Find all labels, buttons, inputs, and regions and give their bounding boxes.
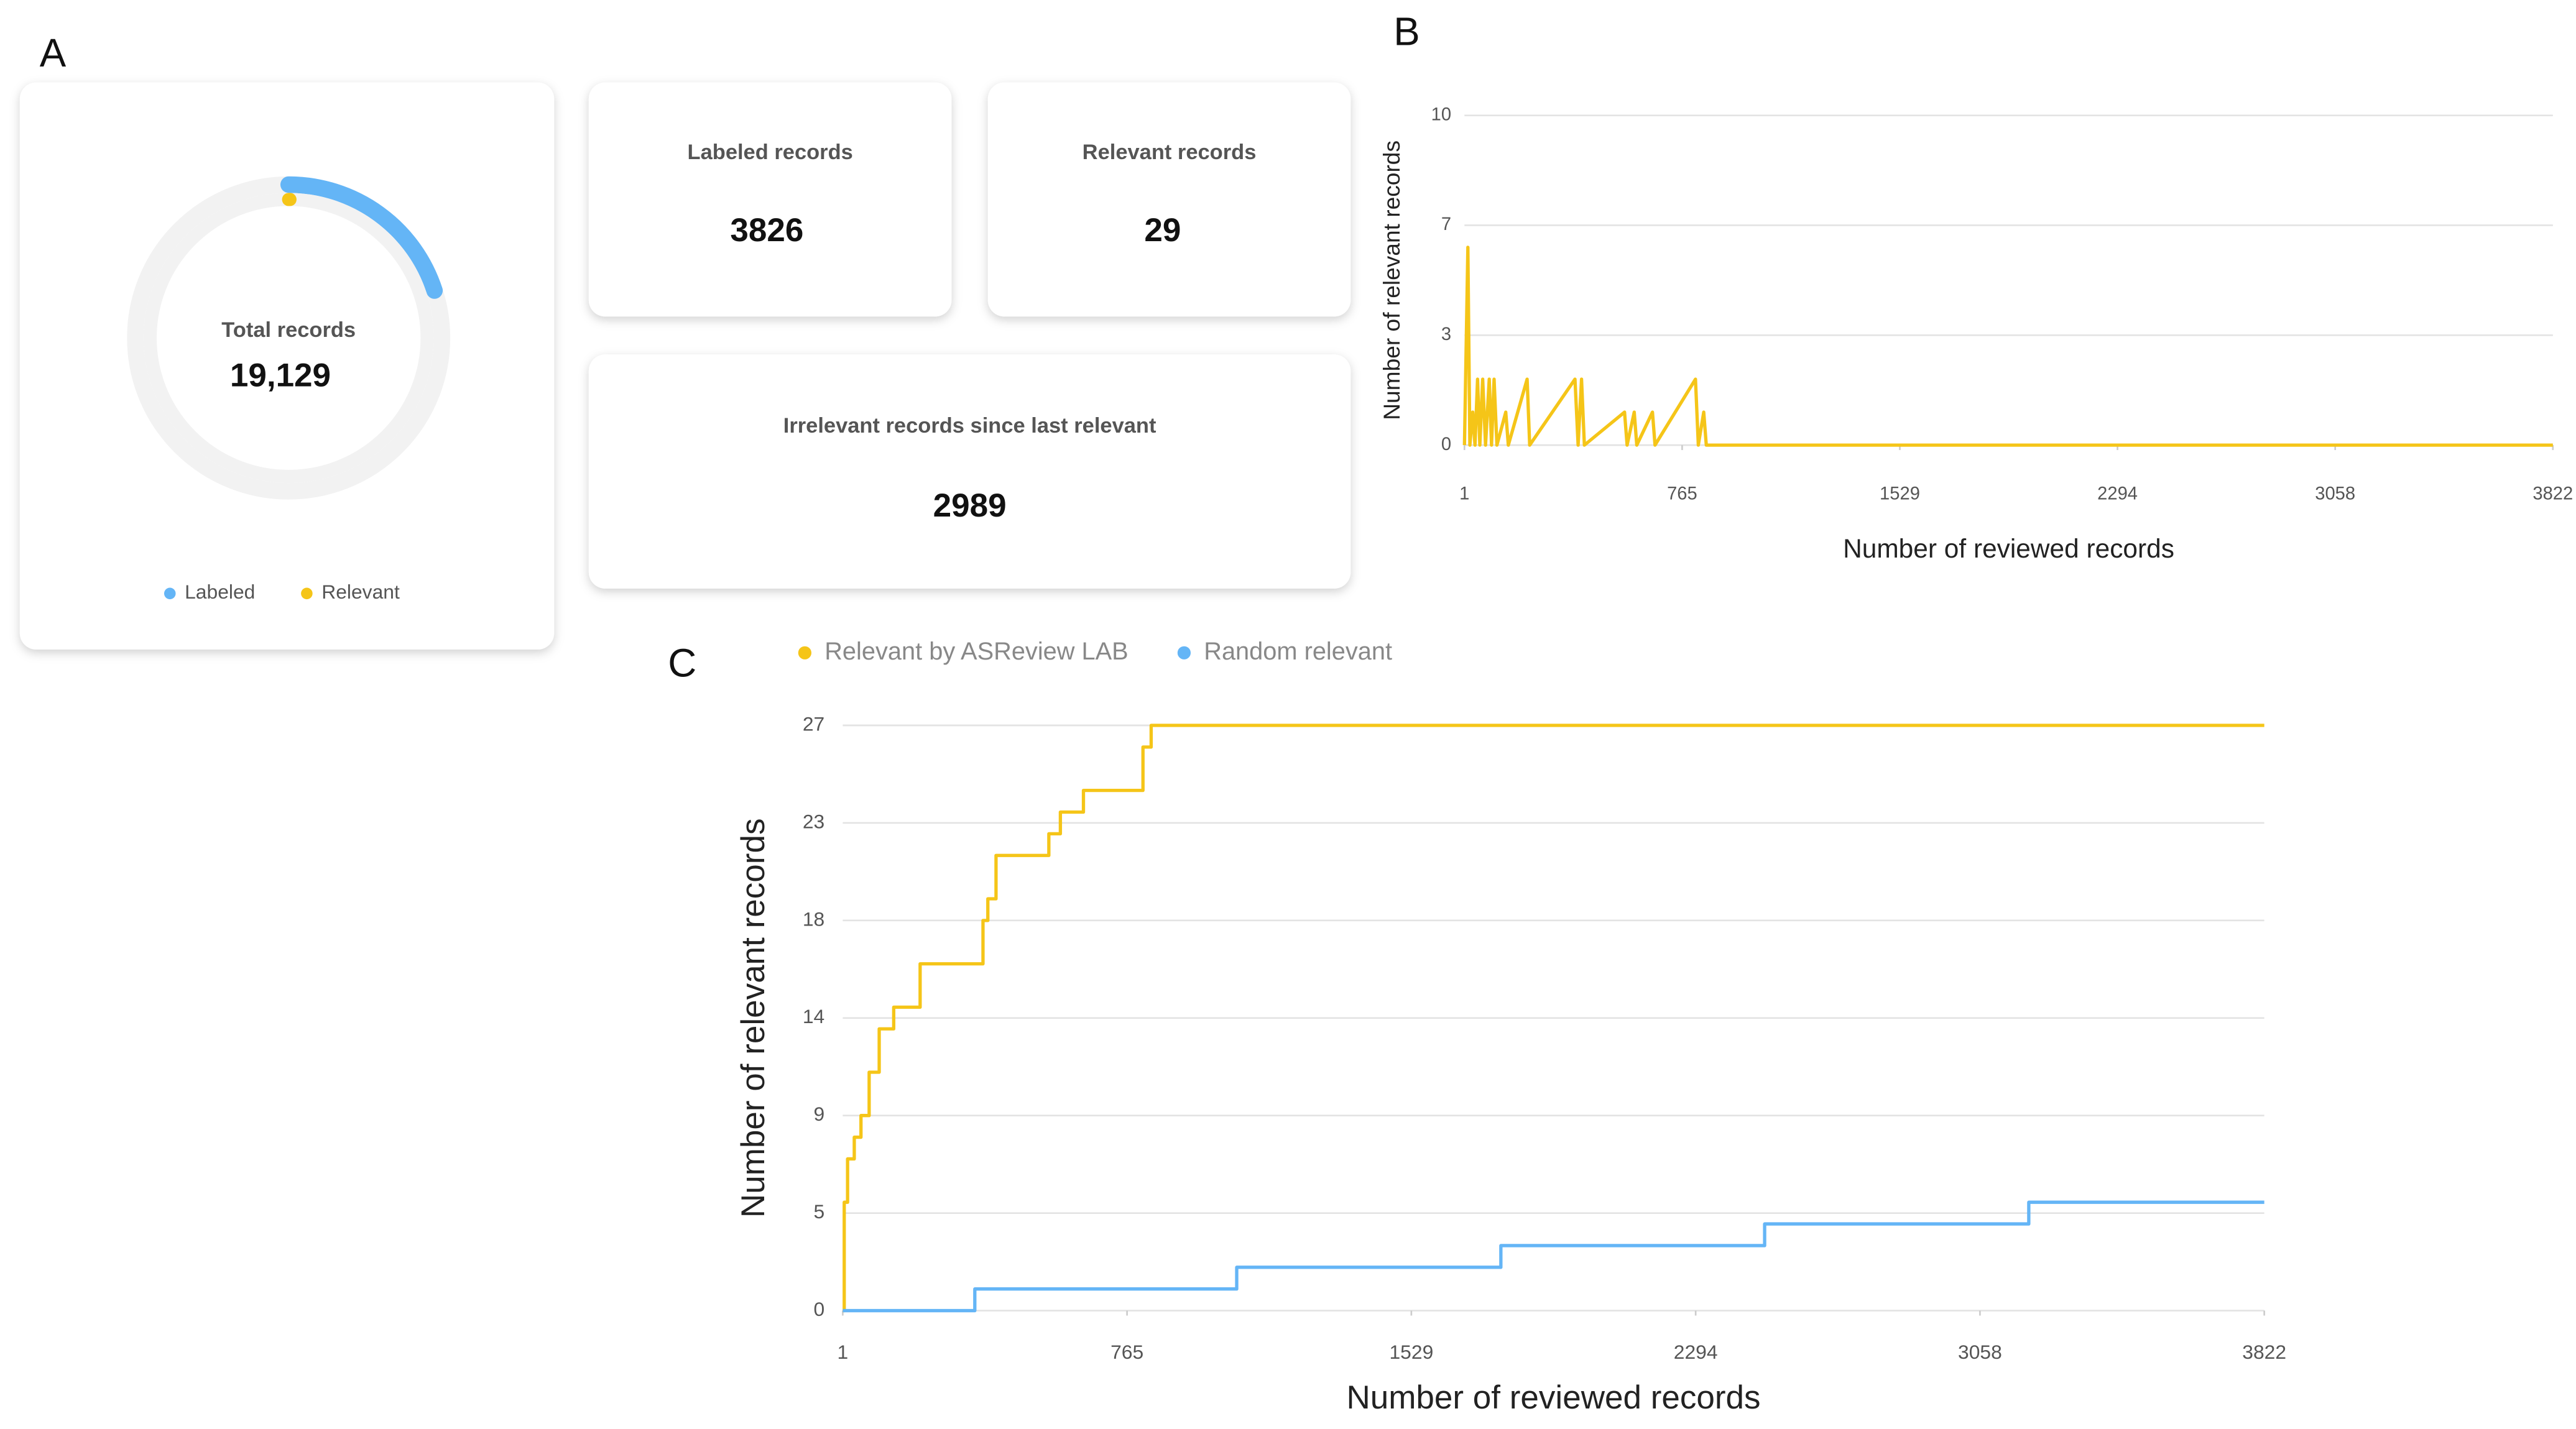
x-tick-label: 1: [838, 1341, 849, 1363]
donut-card: [19, 82, 555, 650]
stat-label: Labeled records: [688, 140, 853, 164]
x-tick-label: 3822: [2532, 484, 2573, 503]
y-tick-label: 0: [814, 1298, 825, 1320]
stat-label: Relevant records: [1083, 140, 1257, 164]
y-tick-label: 0: [1441, 434, 1451, 454]
stat-value: 2989: [933, 487, 1007, 524]
legend-label: Labeled: [185, 581, 255, 603]
legend-dot: [798, 646, 811, 659]
x-tick-label: 3058: [2315, 484, 2355, 503]
x-tick-label: 2294: [2097, 484, 2138, 503]
x-tick-label: 3058: [1958, 1341, 2002, 1363]
stat-value: 29: [1144, 212, 1181, 249]
stat-card: [987, 82, 1351, 317]
x-tick-label: 1529: [1390, 1341, 1434, 1363]
stat-card: [588, 82, 952, 317]
donut-title: Total records: [221, 318, 356, 342]
legend-dot: [164, 587, 176, 600]
x-axis-label: Number of reviewed records: [1346, 1379, 1760, 1416]
x-tick-label: 3822: [2242, 1341, 2286, 1363]
y-axis-label: Number of relevant records: [1378, 140, 1405, 420]
x-tick-label: 1: [1459, 484, 1469, 503]
ring-arc: [280, 176, 443, 299]
y-axis-label: Number of relevant records: [735, 819, 772, 1218]
x-axis-label: Number of reviewed records: [1843, 534, 2174, 563]
panel-label: B: [1393, 10, 1420, 54]
y-tick-label: 14: [803, 1005, 824, 1027]
panel-label: C: [668, 641, 696, 685]
x-tick-label: 2294: [1674, 1341, 1718, 1363]
donut-total: 19,129: [230, 357, 331, 393]
legend-dot: [301, 587, 313, 600]
y-tick-label: 23: [803, 810, 824, 832]
stat-value: 3826: [730, 212, 803, 249]
line: [843, 724, 2264, 1313]
stat-card: [588, 354, 1351, 589]
y-tick-label: 5: [814, 1200, 825, 1223]
y-tick-label: 18: [803, 907, 824, 930]
line: [1462, 246, 2553, 447]
stat-label: Irrelevant records since last relevant: [783, 414, 1156, 438]
line: [843, 1200, 2264, 1313]
y-tick-label: 10: [1431, 104, 1451, 124]
y-tick-label: 7: [1441, 214, 1451, 234]
x-tick-label: 765: [1110, 1341, 1143, 1363]
x-tick-label: 765: [1667, 484, 1697, 503]
legend-label: Relevant: [321, 581, 400, 603]
legend-label: Random relevant: [1204, 638, 1392, 665]
legend-dot: [1177, 646, 1191, 659]
y-tick-label: 27: [803, 712, 824, 735]
panel-label: A: [40, 31, 67, 75]
y-tick-label: 3: [1441, 324, 1451, 344]
legend-label: Relevant by ASReview LAB: [824, 638, 1129, 665]
x-tick-label: 1529: [1880, 484, 1920, 503]
y-tick-label: 9: [814, 1103, 825, 1125]
